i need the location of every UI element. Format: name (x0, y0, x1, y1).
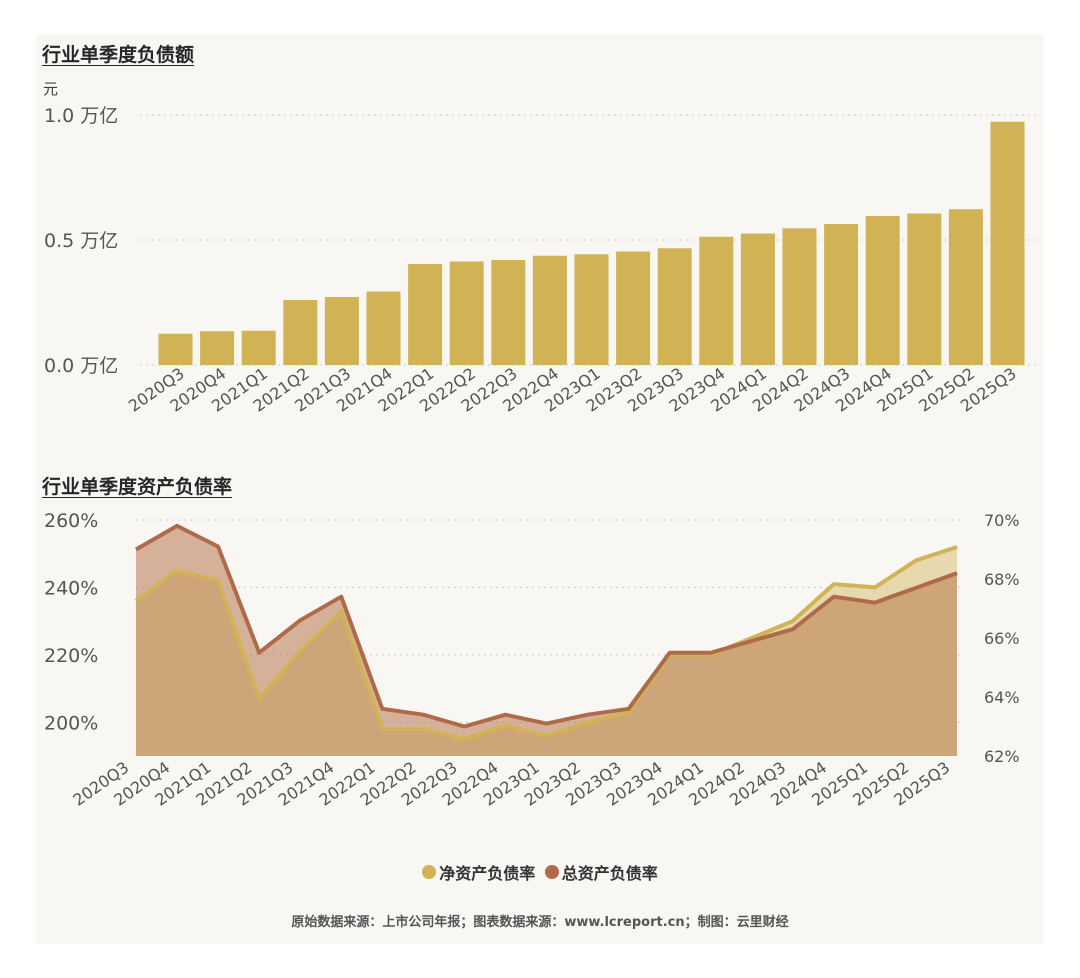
area-y-left-tick-label: 260% (44, 510, 98, 532)
legend-item-total-ratio: 总资产负债率 (544, 860, 658, 884)
bar-2024Q3 (824, 224, 859, 365)
legend-label-total-ratio: 总资产负债率 (561, 864, 658, 883)
area-y-left-tick-label: 200% (44, 712, 98, 734)
bar-2021Q2 (283, 300, 318, 365)
bar-y-tick-label: 1.0 万亿 (44, 105, 118, 127)
bar-chart-title: 行业单季度负债额 (42, 44, 195, 66)
legend-marker-net-ratio (422, 865, 437, 879)
bar-2021Q1 (241, 330, 276, 365)
bar-2023Q1 (574, 254, 609, 365)
bar-2022Q3 (491, 260, 526, 365)
bar-2022Q1 (408, 264, 443, 365)
bar-2023Q2 (616, 251, 651, 365)
bar-2021Q4 (366, 291, 401, 365)
bar-2024Q4 (865, 216, 900, 365)
area-y-right-tick-label: 68% (984, 570, 1020, 589)
bar-2024Q2 (782, 228, 817, 365)
bar-2023Q3 (657, 248, 692, 365)
bar-y-tick-label: 0.0 万亿 (44, 355, 118, 377)
chart-panel (36, 34, 1044, 944)
bar-2020Q4 (200, 331, 235, 365)
bar-2023Q4 (699, 236, 734, 365)
bar-chart-unit-label: 元 (43, 80, 59, 98)
legend-marker-total-ratio (544, 865, 559, 879)
bar-2025Q2 (948, 209, 983, 365)
source-note: 原始数据来源：上市公司年报；图表数据来源：www.lcreport.cn；制图：… (291, 915, 789, 930)
bar-2022Q4 (532, 255, 567, 365)
legend: 净资产负债率 总资产负债率 (0, 860, 1080, 884)
line-total-ratio (135, 523, 958, 729)
legend-label-net-ratio: 净资产负债率 (439, 864, 536, 883)
bar-y-tick-label: 0.5 万亿 (44, 230, 118, 252)
bar-2025Q1 (907, 213, 942, 365)
bar-2025Q3 (990, 121, 1025, 365)
bar-2021Q3 (324, 297, 359, 365)
area-y-right-tick-label: 70% (984, 511, 1020, 530)
line-net-ratio (134, 545, 958, 742)
area-y-left-tick-label: 240% (44, 577, 98, 599)
area-chart-title: 行业单季度资产负债率 (42, 476, 233, 498)
bar-2022Q2 (449, 261, 484, 365)
bar-2020Q3 (158, 333, 193, 365)
area-y-right-tick-label: 66% (984, 629, 1020, 648)
legend-item-net-ratio: 净资产负债率 (422, 860, 535, 884)
bar-2024Q1 (740, 233, 775, 365)
area-y-right-tick-label: 64% (984, 688, 1020, 707)
area-y-left-tick-label: 220% (44, 645, 98, 667)
area-fill-total-ratio (136, 525, 957, 756)
area-y-right-tick-label: 62% (984, 747, 1020, 766)
